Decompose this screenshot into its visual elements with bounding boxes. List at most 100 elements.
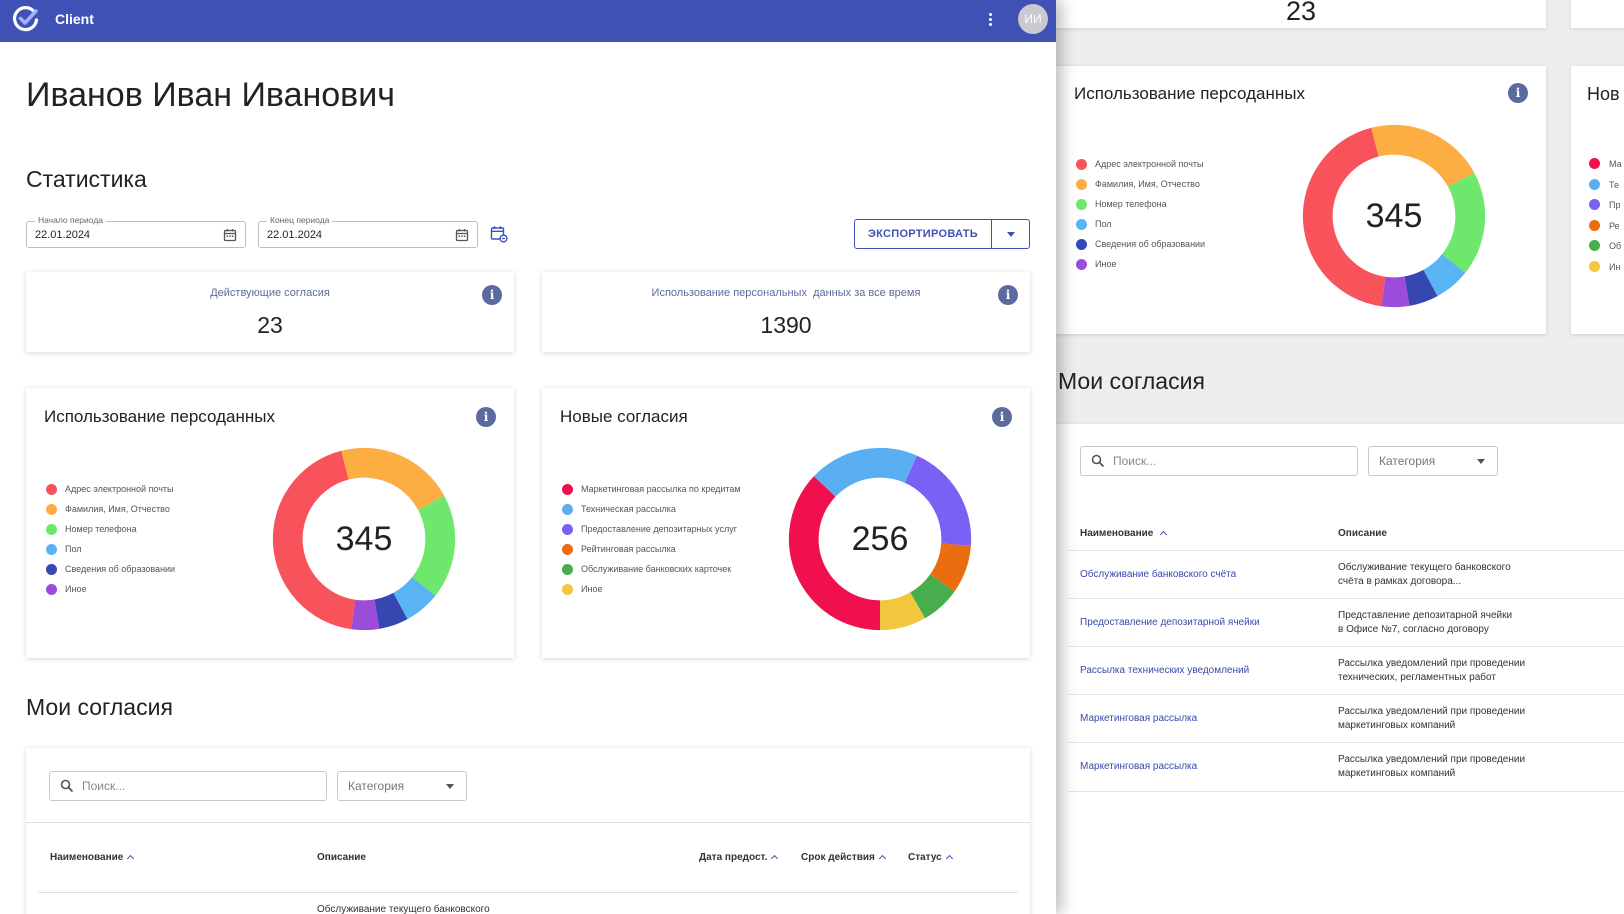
calendar-icon[interactable] xyxy=(223,228,237,247)
start-date-label: Начало периода xyxy=(35,215,107,225)
legend-item[interactable]: Сведения об образовании xyxy=(1076,234,1205,254)
sort-asc-icon xyxy=(1160,530,1168,539)
avatar[interactable]: ИИ xyxy=(1018,4,1048,34)
donut-slice[interactable] xyxy=(910,574,955,619)
stat-value: 1390 xyxy=(760,312,812,338)
legend-item[interactable]: Номер телефона xyxy=(1076,194,1205,214)
donut-slice[interactable] xyxy=(412,495,456,596)
donut-slice[interactable] xyxy=(272,450,356,630)
legend-item[interactable]: Номер телефона xyxy=(46,519,175,539)
legend-item[interactable]: Обслуживание банковских карточек xyxy=(562,559,741,579)
legend-item[interactable]: Адрес электронной почты xyxy=(46,479,175,499)
legend-dot xyxy=(1589,178,1600,190)
category-label: Категория xyxy=(348,779,405,793)
info-icon[interactable]: i xyxy=(476,407,496,427)
end-date-field[interactable]: Конец периода 22.01.2024 xyxy=(258,215,478,248)
donut-slice[interactable] xyxy=(880,592,925,631)
legend-item[interactable]: Рейтинговая рассылка xyxy=(562,539,741,559)
pd-usage-total-card: Использование персональных данных за все… xyxy=(542,272,1030,352)
legend-item[interactable]: Адрес электронной почты xyxy=(1076,154,1205,174)
main-screen: Client ИИ Иванов Иван Иванович Статистик… xyxy=(0,0,1056,914)
chart-legend: Адрес электронной почты Фамилия, Имя, Отч… xyxy=(46,479,175,599)
column-header-status[interactable]: Статус xyxy=(908,852,953,863)
column-header-validity[interactable]: Срок действия xyxy=(801,852,886,863)
legend-item[interactable]: Иное xyxy=(46,579,175,599)
consent-link[interactable]: Маркетинговая рассылка xyxy=(1080,761,1198,772)
donut-slice[interactable] xyxy=(1442,172,1486,273)
table-row[interactable]: Маркетинговая рассылка Рассылка уведомле… xyxy=(1068,694,1624,744)
bg-category-select[interactable]: Категория xyxy=(1368,446,1498,476)
legend-label: Ин xyxy=(1609,261,1621,272)
donut-slice[interactable] xyxy=(930,543,971,592)
legend-item[interactable]: Предоставление депозитарных услуг xyxy=(562,519,741,539)
consent-link[interactable]: Рассылка технических уведомлений xyxy=(1080,665,1250,676)
category-select[interactable]: Категория xyxy=(337,771,467,801)
export-button[interactable]: ЭКСПОРТИРОВАТЬ xyxy=(855,220,992,248)
legend-item[interactable]: Пол xyxy=(46,539,175,559)
table-row[interactable]: Предоставление депозитарной ячейки Предс… xyxy=(1068,598,1624,648)
donut-slice[interactable] xyxy=(1302,127,1386,307)
donut-slice[interactable] xyxy=(1404,269,1438,306)
info-icon[interactable]: i xyxy=(992,407,1012,427)
consents-table-card: Поиск... Категория Наименование Описание… xyxy=(26,748,1030,914)
table-row[interactable]: Маркетинговая рассылка Рассылка уведомле… xyxy=(1068,742,1624,792)
donut-slice[interactable] xyxy=(1423,254,1466,297)
legend-item[interactable]: Фамилия, Имя, Отчество xyxy=(1076,174,1205,194)
bg-chart-title-2: Нов xyxy=(1587,84,1620,104)
donut-slice[interactable] xyxy=(1371,124,1475,187)
legend-label: Предоставление депозитарных услуг xyxy=(581,524,737,534)
export-dropdown-button[interactable] xyxy=(992,220,1030,248)
legend-item[interactable]: Пол xyxy=(1076,214,1205,234)
column-header-date[interactable]: Дата предост. xyxy=(699,852,779,863)
donut-slice[interactable] xyxy=(904,455,972,546)
bg-chart-card-2: Нов Ма Те Пр Ре Об Ин xyxy=(1571,66,1624,334)
calendar-icon[interactable] xyxy=(455,228,469,247)
search-input[interactable]: Поиск... xyxy=(49,771,327,801)
legend-dot xyxy=(46,483,57,495)
donut-slice[interactable] xyxy=(813,447,917,497)
legend-label: Рейтинговая рассылка xyxy=(581,544,676,554)
app-title: Client xyxy=(55,11,94,27)
legend-label: Маркетинговая рассылка по кредитам xyxy=(581,484,741,494)
consent-link[interactable]: Обслуживание банковского счёта xyxy=(1080,569,1237,580)
consent-link[interactable]: Предоставление депозитарной ячейки xyxy=(1080,617,1260,628)
calendar-reset-icon[interactable] xyxy=(490,225,508,248)
legend-dot xyxy=(1589,199,1600,210)
start-date-value: 22.01.2024 xyxy=(35,229,91,241)
more-vert-icon[interactable] xyxy=(985,11,995,31)
chevron-down-icon xyxy=(1477,459,1485,464)
legend-item[interactable]: Сведения об образовании xyxy=(46,559,175,579)
consent-description: Обслуживание текущего банковского xyxy=(317,904,490,914)
donut-slice[interactable] xyxy=(1381,276,1410,308)
column-header-description: Описание xyxy=(317,852,366,863)
start-date-field[interactable]: Начало периода 22.01.2024 xyxy=(26,215,246,248)
sort-asc-icon xyxy=(127,854,135,863)
table-row[interactable]: Обслуживание банковского счёта Обслужива… xyxy=(1068,550,1624,600)
donut-slice[interactable] xyxy=(341,447,445,510)
bg-column-header-name[interactable]: Наименование xyxy=(1080,528,1168,539)
info-icon[interactable]: i xyxy=(998,285,1018,305)
legend-dot xyxy=(1589,219,1600,231)
consent-link[interactable]: Маркетинговая рассылка xyxy=(1080,713,1198,724)
sort-asc-icon xyxy=(945,854,953,863)
donut-slice[interactable] xyxy=(393,577,436,620)
legend-item[interactable]: Иное xyxy=(1076,254,1205,274)
app-logo-icon[interactable] xyxy=(12,5,40,33)
info-icon[interactable]: i xyxy=(1508,83,1528,103)
column-header-name[interactable]: Наименование xyxy=(50,852,135,863)
chevron-down-icon xyxy=(446,784,454,789)
donut-slice[interactable] xyxy=(374,592,408,629)
bg-donut-chart: 345 xyxy=(1301,123,1487,309)
donut-slice[interactable] xyxy=(788,476,880,631)
donut-slice[interactable] xyxy=(351,599,380,631)
bg-search-input[interactable]: Поиск... xyxy=(1080,446,1358,476)
legend-item[interactable]: Фамилия, Имя, Отчество xyxy=(46,499,175,519)
new-consents-chart-card: Новые согласия i Маркетинговая рассылка … xyxy=(542,388,1030,658)
legend-item[interactable]: Маркетинговая рассылка по кредитам xyxy=(562,479,741,499)
legend-item[interactable]: Иное xyxy=(562,579,741,599)
legend-label: Фамилия, Имя, Отчество xyxy=(65,504,170,514)
legend-dot xyxy=(1589,260,1600,272)
table-row[interactable]: Рассылка технических уведомлений Рассылк… xyxy=(1068,646,1624,696)
legend-item[interactable]: Техническая рассылка xyxy=(562,499,741,519)
info-icon[interactable]: i xyxy=(482,285,502,305)
